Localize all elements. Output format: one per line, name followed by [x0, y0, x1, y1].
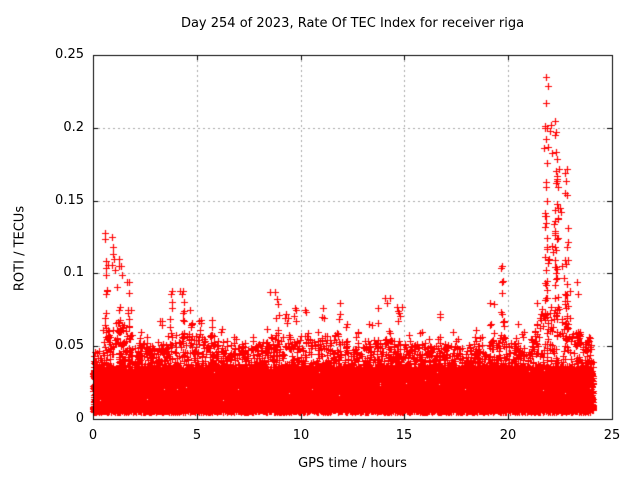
x-tick-label: 0: [88, 428, 98, 443]
y-tick-label: 0.15: [55, 193, 84, 208]
x-axis-label: GPS time / hours: [298, 456, 407, 471]
x-tick-label: 15: [395, 428, 413, 443]
y-tick-label: 0.1: [63, 265, 84, 280]
x-tick-label: 5: [192, 428, 202, 443]
y-tick-label: 0.25: [55, 47, 84, 62]
x-tick-label: 20: [499, 428, 517, 443]
x-tick-label: 10: [292, 428, 310, 443]
y-tick-label: 0.2: [63, 120, 84, 135]
y-tick-label: 0: [75, 411, 84, 426]
chart-title: Day 254 of 2023, Rate Of TEC Index for r…: [180, 16, 525, 31]
y-tick-label: 0.05: [55, 338, 84, 353]
x-tick-label: 25: [603, 428, 621, 443]
y-axis-label: ROTI / TECUs: [12, 205, 28, 292]
